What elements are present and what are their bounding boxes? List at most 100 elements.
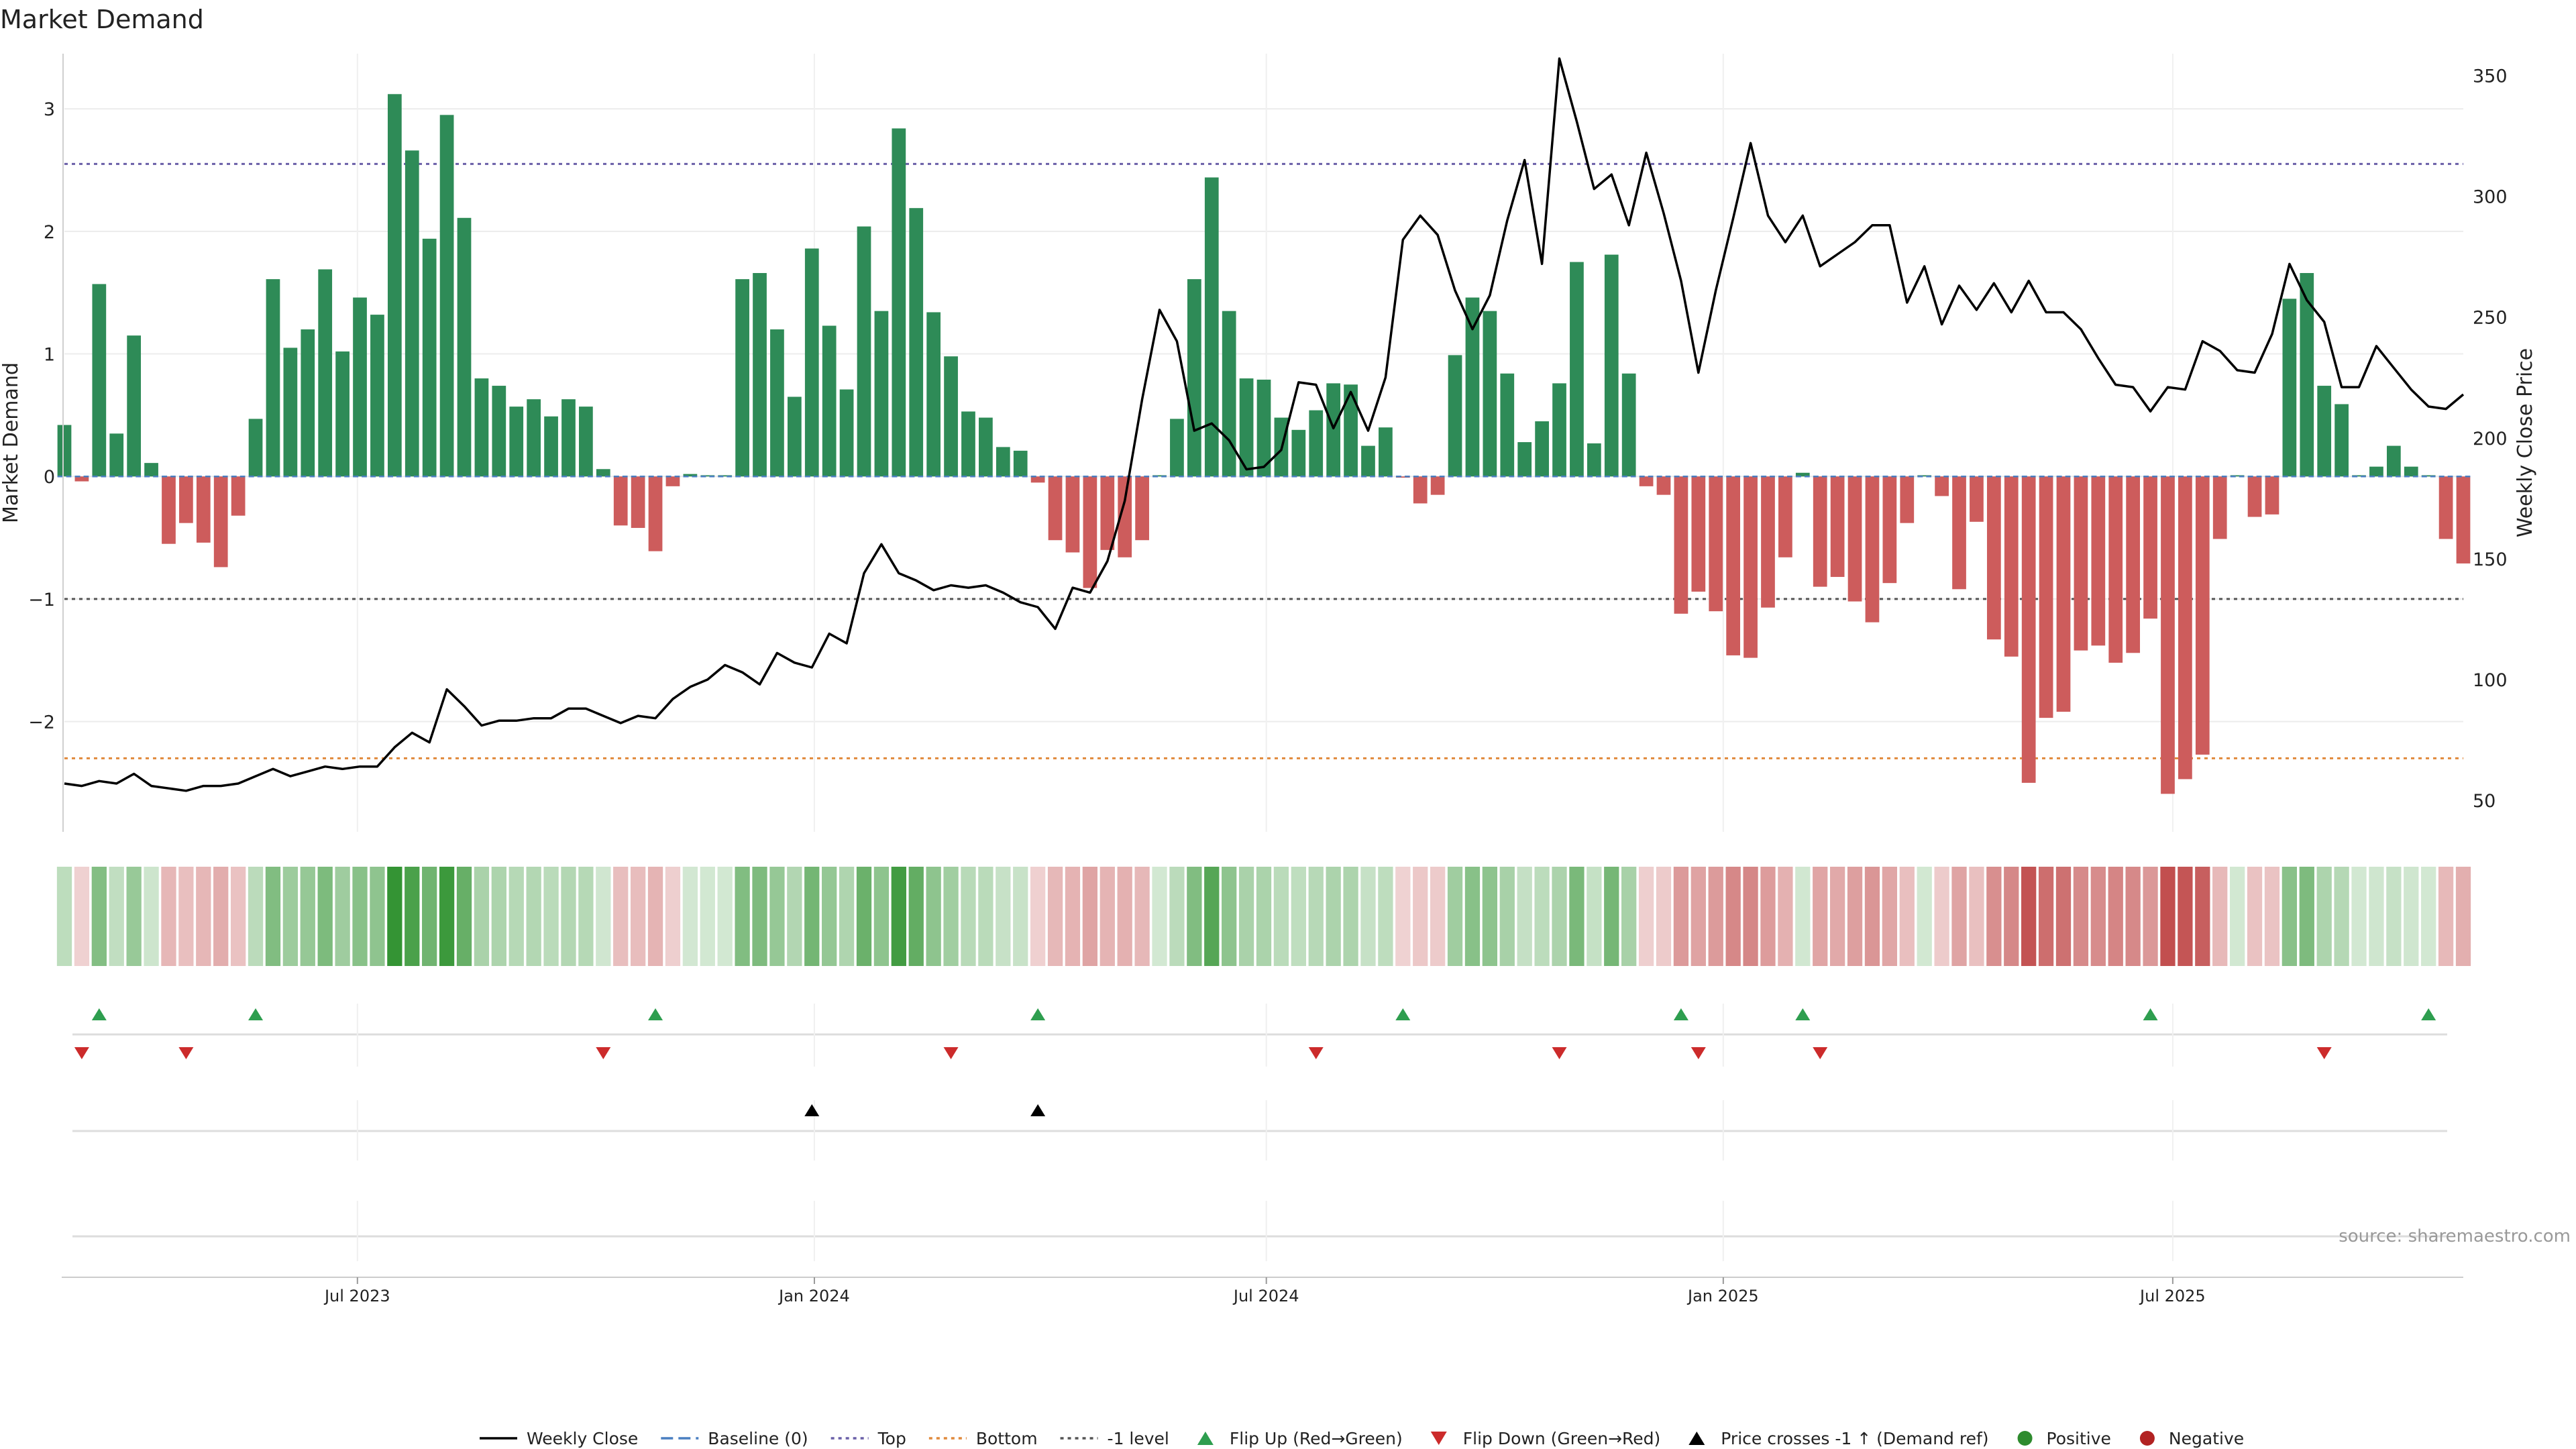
demand-bar — [804, 248, 819, 477]
heat-cell — [1343, 867, 1358, 966]
demand-bar — [1795, 472, 1810, 477]
heat-cell — [1621, 867, 1637, 966]
demand-bar — [1065, 476, 1080, 553]
demand-bar — [1379, 427, 1393, 477]
heat-cell — [161, 867, 176, 966]
heat-cell — [1587, 867, 1602, 966]
heat-cell — [682, 867, 698, 966]
legend-label: Price crosses -1 ↑ (Demand ref) — [1721, 1429, 1988, 1448]
demand-bar — [613, 476, 628, 526]
demand-bar — [179, 476, 193, 523]
y-tick-label: 1 — [44, 345, 55, 366]
flip-up-marker — [248, 1008, 264, 1020]
heat-cell — [856, 867, 872, 966]
demand-bar — [1674, 476, 1688, 614]
heat-cell — [2247, 867, 2263, 966]
heat-cell — [665, 867, 681, 966]
demand-bar — [57, 425, 72, 477]
demand-bar — [92, 284, 107, 477]
heat-cell — [230, 867, 246, 966]
heat-cell — [2351, 867, 2367, 966]
legend-item: Negative — [2139, 1429, 2244, 1448]
heat-cell — [2264, 867, 2280, 966]
heat-cell — [1725, 867, 1741, 966]
demand-bar — [2265, 476, 2279, 515]
demand-bar — [248, 419, 263, 477]
demand-bar — [2438, 476, 2453, 539]
flip-up-marker — [1030, 1008, 1046, 1020]
demand-bar — [2352, 475, 2366, 477]
demand-bars — [57, 94, 2471, 794]
heat-cell — [1569, 867, 1585, 966]
heat-cell — [943, 867, 959, 966]
heat-cell — [717, 867, 733, 966]
legend-item: Flip Up (Red→Green) — [1197, 1429, 1403, 1448]
x-tick-label: Jul 2025 — [2139, 1287, 2206, 1305]
heat-cell — [752, 867, 767, 966]
heat-cell — [1413, 867, 1428, 966]
demand-bar — [1639, 476, 1654, 486]
heat-cell — [787, 867, 802, 966]
heat-cell — [1552, 867, 1567, 966]
price-cross-marker — [804, 1104, 820, 1116]
demand-bar — [1326, 383, 1341, 477]
demand-bar — [770, 329, 784, 477]
heat-cell — [2038, 867, 2054, 966]
right-y-axis: 350 300 250 200 150 100 50 — [2473, 66, 2508, 812]
demand-bar — [162, 476, 176, 544]
legend-label: Top — [877, 1429, 906, 1448]
demand-bar — [1395, 476, 1410, 478]
heat-cell — [2299, 867, 2314, 966]
heat-cell — [1847, 867, 1863, 966]
heat-cell — [213, 867, 229, 966]
x-tick-label: Jan 2024 — [777, 1287, 850, 1305]
heat-cell — [370, 867, 385, 966]
demand-bar — [1465, 297, 1480, 477]
flip-down-marker — [178, 1047, 194, 1059]
legend-label: Flip Up (Red→Green) — [1230, 1429, 1403, 1448]
demand-bar — [1152, 475, 1167, 477]
y2-tick-label: 250 — [2473, 308, 2508, 329]
x-tick-label: Jan 2025 — [1686, 1287, 1759, 1305]
heat-cell — [978, 867, 994, 966]
heat-cell — [769, 867, 785, 966]
x-tick-label: Jul 2024 — [1232, 1287, 1299, 1305]
demand-bar — [231, 476, 246, 516]
heat-cell — [491, 867, 506, 966]
flip-up-marker — [91, 1008, 107, 1020]
demand-bar — [787, 396, 802, 477]
demand-bar — [1761, 476, 1775, 608]
heat-cell — [56, 867, 72, 966]
chart-title: Market Demand — [0, 5, 204, 34]
demand-bar — [1935, 476, 1949, 496]
price-cross-markers — [72, 1100, 2447, 1261]
heat-cell — [1256, 867, 1272, 966]
demand-bar — [926, 312, 941, 477]
demand-bar — [1778, 476, 1792, 557]
heat-cell — [282, 867, 299, 966]
heat-cell — [456, 867, 472, 966]
demand-bar — [109, 433, 124, 477]
heat-cell — [1308, 867, 1324, 966]
heat-cell — [891, 867, 906, 966]
demand-bar — [335, 351, 350, 477]
heat-cell — [2195, 867, 2210, 966]
demand-bar — [2074, 476, 2088, 651]
demand-bar — [144, 463, 158, 477]
y-tick-label: −2 — [28, 712, 55, 733]
demand-bar — [822, 325, 837, 477]
legend-item: Price crosses -1 ↑ (Demand ref) — [1688, 1429, 1989, 1448]
heat-cell — [1778, 867, 1793, 966]
demand-bar — [283, 347, 298, 477]
demand-bar — [1030, 476, 1045, 483]
heat-cell — [2229, 867, 2245, 966]
heat-cell — [526, 867, 541, 966]
heat-cell — [2212, 867, 2228, 966]
flip-down-marker — [74, 1047, 89, 1059]
heat-cell — [91, 867, 107, 966]
demand-bar — [1187, 279, 1201, 477]
x-axis: Jul 2023 Jan 2024 Jul 2024 Jan 2025 Jul 2025 — [62, 1277, 2463, 1305]
heat-cell — [1517, 867, 1532, 966]
demand-bar — [753, 272, 767, 477]
demand-bar — [1830, 476, 1845, 578]
